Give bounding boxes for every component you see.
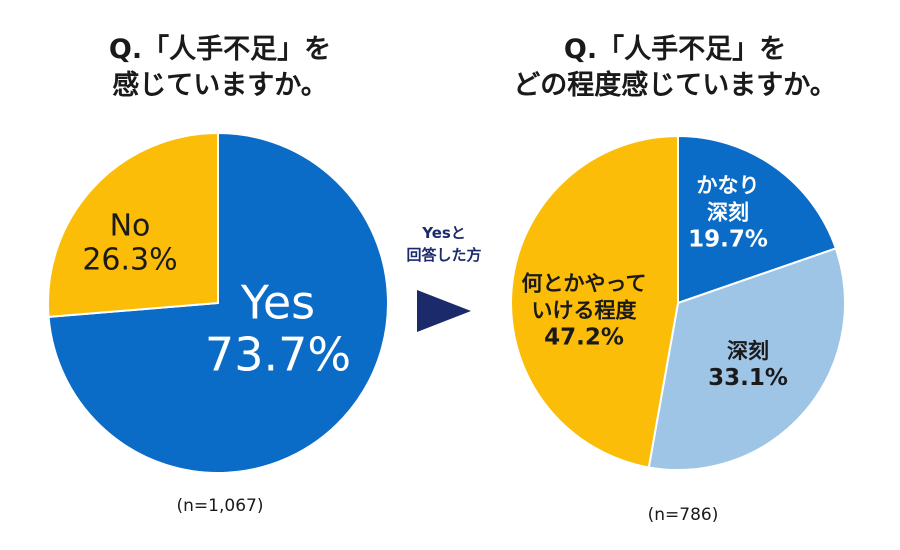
left-title-line2: 感じていますか。 bbox=[112, 70, 328, 101]
pie-slice-1-2 bbox=[510, 134, 679, 469]
slice-value-label-0-1-1: 26.3% bbox=[82, 243, 177, 278]
slice-value-label-1-1-1: 33.1% bbox=[708, 365, 788, 391]
right-sample-size: (n=786) bbox=[647, 505, 719, 525]
arrow-caption-line2: 回答した方 bbox=[406, 246, 482, 264]
slice-name-label-1-0-0: かなり bbox=[697, 174, 760, 198]
slice-name-label-0-0-0: Yes bbox=[240, 276, 315, 330]
slice-name-label-1-2-1: いける程度 bbox=[532, 299, 637, 323]
pie-slice-1-1 bbox=[647, 247, 846, 471]
right-arrow-icon bbox=[417, 290, 471, 332]
slice-name-label-0-1-0: No bbox=[110, 209, 151, 244]
right-chart-title: Q.「人手不足」を どの程度感じていますか。 bbox=[470, 32, 880, 104]
slice-value-label-1-2-2: 47.2% bbox=[544, 325, 624, 351]
left-title-line1: Q.「人手不足」を bbox=[108, 34, 332, 65]
arrow-caption-line1: Yesと bbox=[422, 224, 466, 242]
slice-value-label-0-0-1: 73.7% bbox=[205, 328, 351, 382]
right-title-line1: Q.「人手不足」を bbox=[563, 34, 787, 65]
slice-name-label-1-1-0: 深刻 bbox=[727, 339, 769, 363]
left-sample-size: (n=1,067) bbox=[176, 496, 264, 516]
left-chart-title: Q.「人手不足」を 感じていますか。 bbox=[40, 32, 400, 104]
slice-value-label-1-0-2: 19.7% bbox=[688, 227, 768, 253]
arrow-caption: Yesと 回答した方 bbox=[388, 222, 500, 266]
slice-name-label-1-2-0: 何とかやって bbox=[522, 272, 647, 296]
pie-slice-0-1 bbox=[47, 131, 219, 318]
slice-name-label-1-0-1: 深刻 bbox=[707, 201, 749, 225]
right-title-line2: どの程度感じていますか。 bbox=[513, 70, 837, 101]
